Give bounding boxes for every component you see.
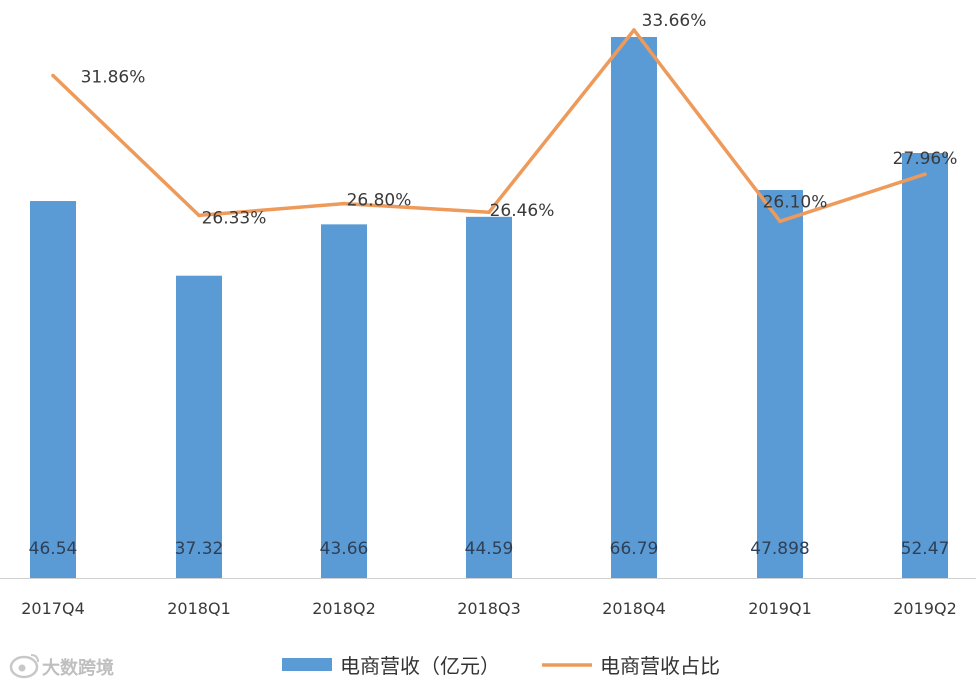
x-tick-label: 2018Q1 xyxy=(167,599,231,618)
x-tick-label: 2017Q4 xyxy=(21,599,85,618)
line-value-label: 26.80% xyxy=(347,191,412,211)
x-tick-label: 2018Q4 xyxy=(602,599,666,618)
bar-value-label: 44.59 xyxy=(465,539,514,559)
watermark: 大数跨境 xyxy=(9,654,114,679)
line-point-2019Q1 xyxy=(778,219,782,224)
legend: 电商营收（亿元） 电商营收占比 xyxy=(282,654,720,678)
bar-2018Q4 xyxy=(611,37,657,578)
legend-label-line: 电商营收占比 xyxy=(600,654,720,678)
bar-value-label: 52.47 xyxy=(901,539,950,559)
bar-2019Q2 xyxy=(902,152,948,578)
line-value-label: 26.10% xyxy=(763,192,828,212)
x-axis-tick-labels: 2017Q4 2018Q1 2018Q2 2018Q3 2018Q4 2019Q1 2019… xyxy=(21,599,957,618)
bar-value-label: 46.54 xyxy=(29,539,78,559)
line-point-2018Q3 xyxy=(487,210,491,214)
watermark-text: 大数跨境 xyxy=(42,657,114,679)
line-value-label: 27.96% xyxy=(893,149,958,169)
bar-2018Q2 xyxy=(321,224,367,579)
line-value-label: 31.86% xyxy=(81,68,146,88)
x-tick-label: 2019Q2 xyxy=(893,599,957,618)
x-tick-label: 2018Q3 xyxy=(457,599,521,618)
bar-2018Q1 xyxy=(176,275,222,578)
bar-2017Q4 xyxy=(30,201,76,578)
bar-2019Q1 xyxy=(757,190,803,578)
line-series xyxy=(51,28,927,224)
bar-value-label: 66.79 xyxy=(610,539,659,559)
line-value-labels: 31.86% 26.33% 26.80% 26.46% 33.66% 26.10% 27.9… xyxy=(81,11,958,228)
x-tick-label: 2018Q2 xyxy=(312,599,376,618)
line-value-label: 26.33% xyxy=(202,208,267,228)
line-point-2018Q4 xyxy=(632,28,636,32)
line-value-label: 26.46% xyxy=(490,201,555,221)
legend-swatch-bar xyxy=(282,658,332,671)
line-point-2019Q2 xyxy=(923,172,927,176)
weibo-logo-icon xyxy=(9,654,39,679)
legend-label-bar: 电商营收（亿元） xyxy=(340,654,500,678)
bar-2018Q3 xyxy=(466,216,512,579)
line-point-2018Q1 xyxy=(197,213,201,218)
x-tick-label: 2019Q1 xyxy=(748,599,812,618)
line-value-label: 33.66% xyxy=(642,11,707,31)
line-point-2018Q2 xyxy=(342,201,346,206)
bar-value-label: 43.66 xyxy=(320,539,369,559)
bar-value-labels: 46.54 37.32 43.66 44.59 66.79 47.898 52.47 xyxy=(29,539,950,559)
bar-series xyxy=(30,37,948,579)
bar-value-label: 37.32 xyxy=(175,539,224,559)
line-point-2017Q4 xyxy=(51,73,55,78)
bar-value-label: 47.898 xyxy=(750,539,809,559)
